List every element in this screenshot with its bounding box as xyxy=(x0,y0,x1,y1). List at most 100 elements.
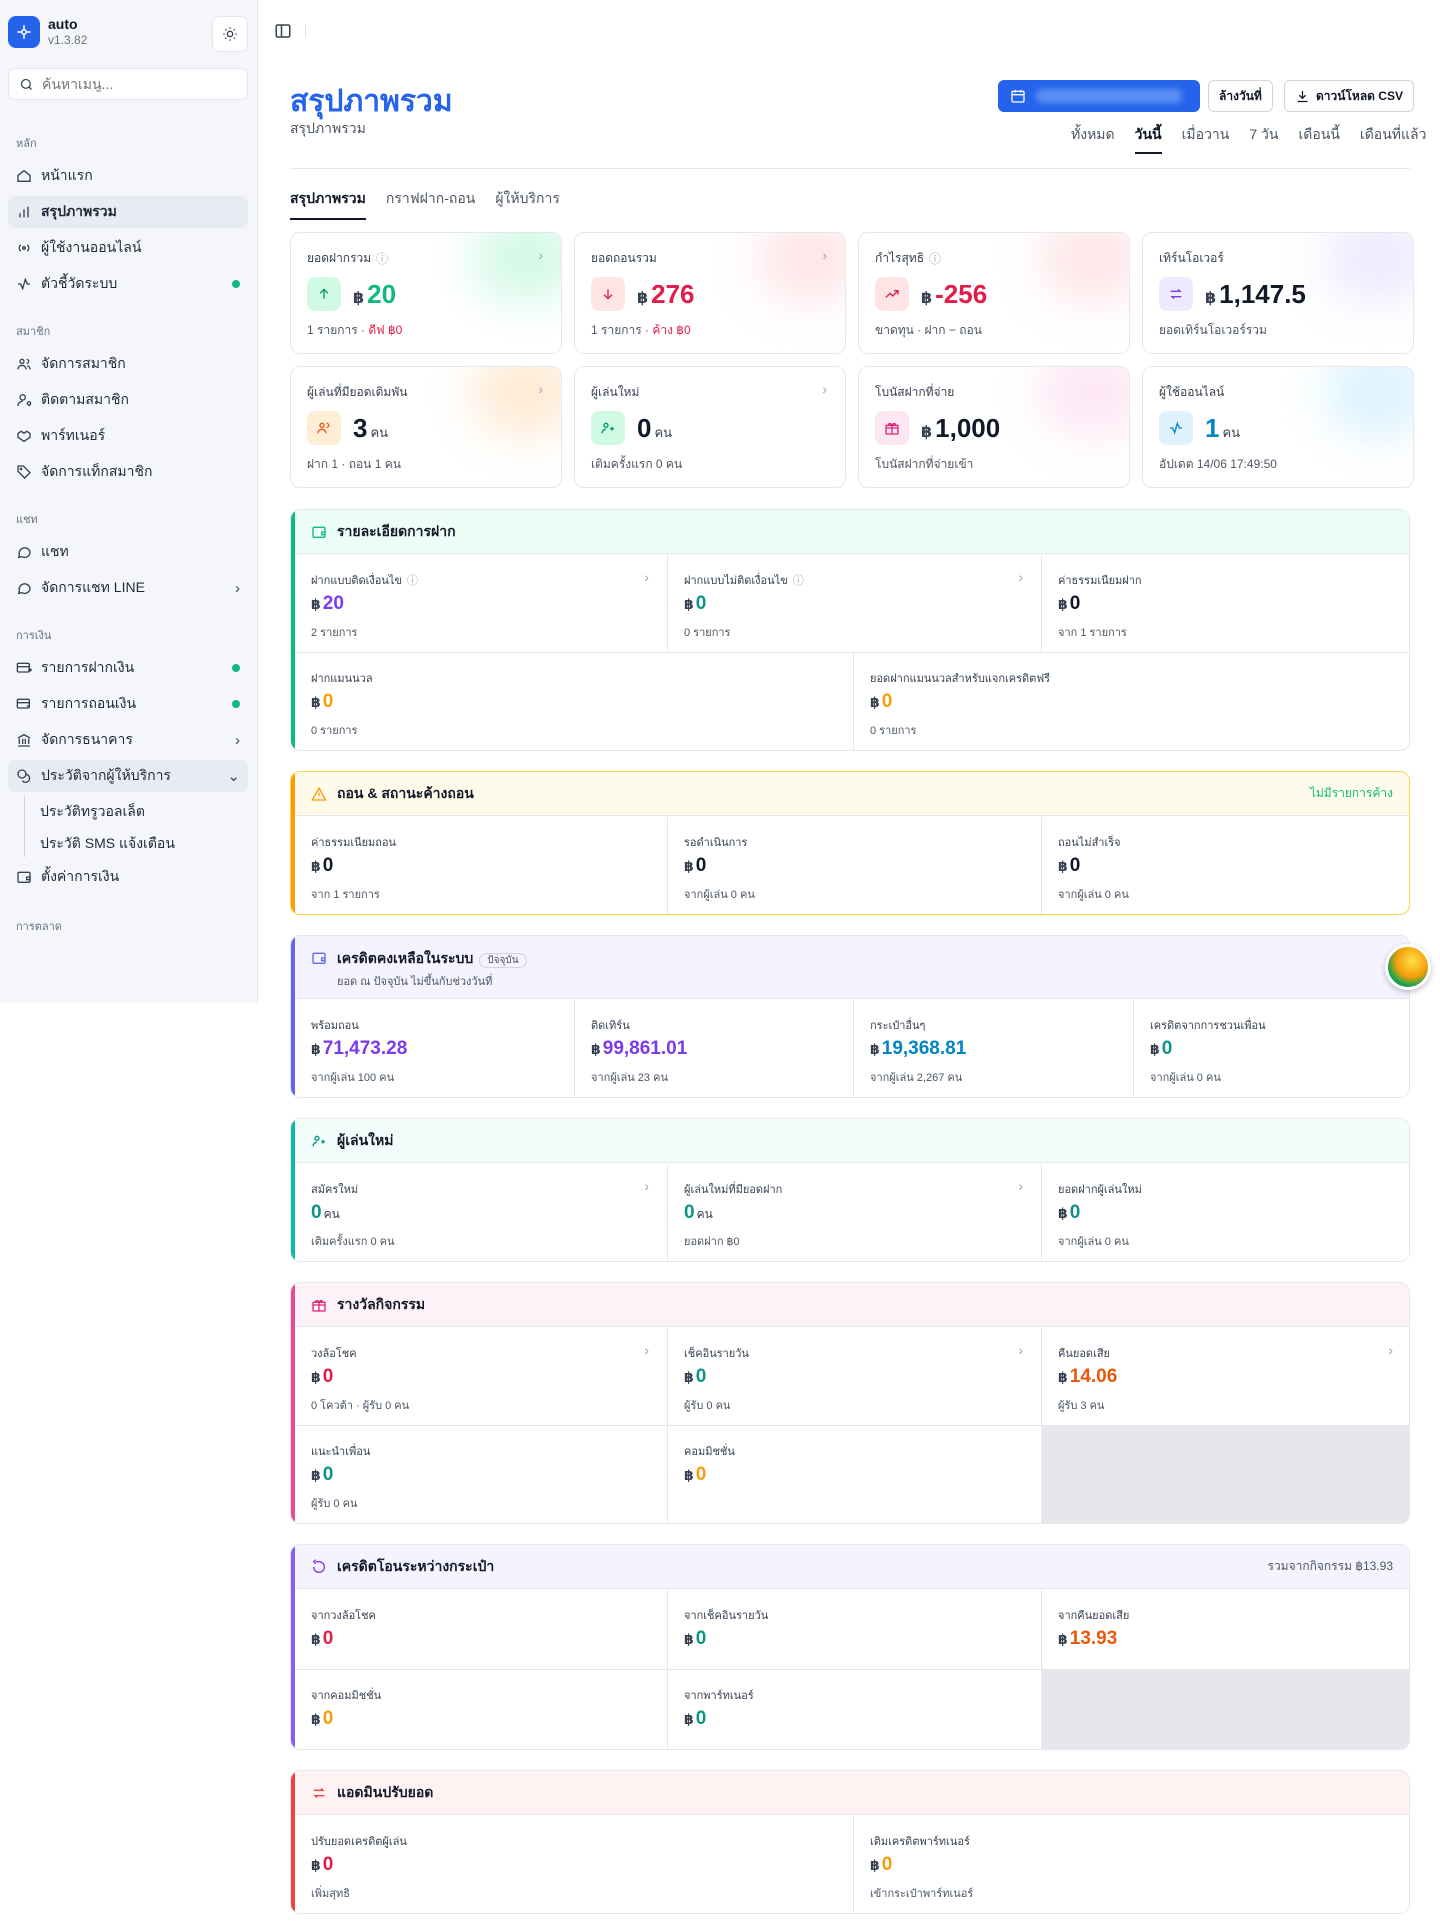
cell-new-with-deposit[interactable]: ผู้เล่นใหม่ที่มียอดฝาก › 0 คน ยอดฝาก ฿0 xyxy=(668,1164,1042,1261)
bar-chart-icon xyxy=(16,204,32,220)
toolbar-divider xyxy=(305,24,306,38)
sidebar-item-chat[interactable]: แชท xyxy=(8,536,248,568)
cell-value: ฿ 0 xyxy=(311,1708,334,1729)
status-badge: ไม่มีรายการค้าง xyxy=(1309,786,1393,800)
menu-search-input[interactable] xyxy=(42,76,232,92)
sidebar-toggle-button[interactable] xyxy=(274,22,292,45)
cell-value: ฿ 0 xyxy=(311,855,334,876)
tab-providers[interactable]: ผู้ให้บริการ xyxy=(495,190,560,206)
sidebar-item-home[interactable]: หน้าแรก xyxy=(8,160,248,192)
sidebar-item-withdrawals[interactable]: รายการถอนเงิน xyxy=(8,688,248,720)
card-out-icon xyxy=(16,696,32,712)
sidebar-item-deposits[interactable]: รายการฝากเงิน xyxy=(8,652,248,684)
cell-deposit-free[interactable]: ฝากแบบไม่ติดเงื่อนไข ⓘ › ฿ 0 0 รายการ xyxy=(668,555,1042,653)
sidebar-item-track[interactable]: ติดตามสมาชิก xyxy=(8,384,248,416)
cell-withdraw-failed: ถอนไม่สำเร็จ ฿ 0 จากผู้เล่น 0 คน xyxy=(1042,817,1409,914)
section-title: เครดิตคงเหลือในระบบ xyxy=(337,950,474,966)
cell-reward-checkin[interactable]: เช็คอินรายวัน › ฿ 0 ผู้รับ 0 คน xyxy=(668,1328,1042,1426)
cell-label: คืนยอดเสีย xyxy=(1058,1348,1110,1360)
clear-date-button[interactable]: ล้างวันที่ xyxy=(1208,80,1273,112)
cell-reward-wheel[interactable]: วงล้อโชค › ฿ 0 0 โควต้า · ผู้รับ 0 คน xyxy=(295,1328,668,1426)
kpi-new-players[interactable]: ผู้เล่นใหม่ › 0 คน เติมครั้งแรก 0 คน xyxy=(574,366,846,488)
cell-credit-ready: พร้อมถอน ฿ 71,473.28 จากผู้เล่น 100 คน xyxy=(295,1000,575,1097)
kpi-label: โบนัสฝากที่จ่าย xyxy=(875,385,955,399)
kpi-value: ฿ 20 xyxy=(353,279,397,309)
cell-value: ฿ 0 xyxy=(1058,593,1081,614)
chevron-down-icon: ⌄ xyxy=(227,768,240,785)
section-title: ผู้เล่นใหม่ xyxy=(337,1131,394,1148)
sidebar-item-tags[interactable]: จัดการแท็กสมาชิก xyxy=(8,456,248,488)
kpi-value: 0 คน xyxy=(637,413,673,443)
user-plus-icon xyxy=(591,411,625,445)
cell-reward-cashback[interactable]: คืนยอดเสีย › ฿ 14.06 ผู้รับ 3 คน xyxy=(1042,1328,1409,1426)
cell-deposit-auto[interactable]: ฝากแบบติดเงื่อนไข ⓘ › ฿ 20 2 รายการ xyxy=(295,555,668,653)
sidebar-subitem-sms-history[interactable]: ประวัติ SMS แจ้งเตือน xyxy=(40,835,175,851)
accent-bar xyxy=(291,772,295,914)
range-tab-yesterday[interactable]: เมื่อวาน xyxy=(1181,126,1230,142)
card-glow xyxy=(1323,367,1413,437)
chevron-right-icon: › xyxy=(1018,569,1023,585)
section-header: เครดิตโอนระหว่างกระเป๋า รวมจากกิจกรรม ฿1… xyxy=(295,1545,1409,1589)
floating-assistant-button[interactable] xyxy=(1385,944,1431,990)
range-tab-all[interactable]: ทั้งหมด xyxy=(1071,126,1115,142)
menu-search[interactable] xyxy=(8,68,248,100)
info-icon: ⓘ xyxy=(376,252,389,266)
range-tab-7days[interactable]: 7 วัน xyxy=(1249,126,1279,142)
gift-icon xyxy=(875,411,909,445)
sidebar-item-line[interactable]: จัดการแชท LINE › xyxy=(8,572,248,604)
brand[interactable]: auto v1.3.82 xyxy=(8,16,87,48)
range-tab-this-month[interactable]: เดือนนี้ xyxy=(1298,126,1340,142)
cell-value: ฿ 14.06 xyxy=(1058,1366,1118,1387)
card-glow xyxy=(755,233,845,303)
user-plus-icon xyxy=(312,1135,325,1146)
section-header: รายละเอียดการฝาก xyxy=(295,510,1409,554)
kpi-value: ฿ -256 xyxy=(921,279,988,309)
kpi-label: เทิร์นโอเวอร์ xyxy=(1159,251,1224,265)
sidebar-subitem-wallet-history[interactable]: ประวัติทรูวอลเล็ต xyxy=(40,803,145,819)
cell-new-signup[interactable]: สมัครใหม่ › 0 คน เติมครั้งแรก 0 คน xyxy=(295,1164,668,1261)
tab-overview[interactable]: สรุปภาพรวม xyxy=(290,188,366,220)
kpi-withdraw[interactable]: ยอดถอนรวม › ฿ 276 1 รายการ · ค้าง ฿0 xyxy=(574,232,846,354)
date-range-picker[interactable] xyxy=(998,80,1200,112)
search-icon xyxy=(20,78,32,90)
section-withdraw-status: ถอน & สถานะค้างถอน ไม่มีรายการค้าง ค่าธร… xyxy=(290,771,1410,915)
cell-label: รอดำเนินการ xyxy=(684,837,748,849)
cell-sub: จาก 1 รายการ xyxy=(1058,627,1127,639)
sidebar-item-members[interactable]: จัดการสมาชิก xyxy=(8,348,248,380)
chevron-right-icon: › xyxy=(822,381,827,397)
range-tab-last-month[interactable]: เดือนที่แล้ว xyxy=(1359,126,1427,142)
card-glow xyxy=(1039,233,1129,303)
sidebar-item-label: จัดการสมาชิก xyxy=(41,355,126,371)
cell-label: ฝากแมนนวล xyxy=(311,673,373,685)
cell-value: ฿ 0 xyxy=(684,1628,707,1649)
sidebar-item-label: แชท xyxy=(41,543,69,559)
sidebar-item-banks[interactable]: จัดการธนาคาร › xyxy=(8,724,248,756)
sidebar-item-metrics[interactable]: ตัวชี้วัดระบบ xyxy=(8,268,248,300)
cell-admin-partner-topup: เติมเครดิตพาร์ทเนอร์ ฿ 0 เข้ากระเป๋าพาร์ท… xyxy=(854,1816,1409,1913)
kpi-foot: เติมครั้งแรก 0 คน xyxy=(591,457,683,471)
cell-label: ถอนไม่สำเร็จ xyxy=(1058,837,1121,849)
chevron-right-icon: › xyxy=(1018,1342,1023,1358)
sidebar-item-provider-history[interactable]: ประวัติจากผู้ให้บริการ ⌄ xyxy=(8,760,248,792)
cell-value: ฿ 20 xyxy=(311,593,344,614)
sidebar-item-partner[interactable]: พาร์ทเนอร์ xyxy=(8,420,248,452)
kpi-bettors[interactable]: ผู้เล่นที่มียอดเดิมพัน › 3 คน ฝาก 1 · ถอน… xyxy=(290,366,562,488)
sidebar-item-overview[interactable]: สรุปภาพรวม xyxy=(8,196,248,228)
range-tab-today[interactable]: วันนี้ xyxy=(1134,124,1162,154)
sidebar-item-online[interactable]: ผู้ใช้งานออนไลน์ xyxy=(8,232,248,264)
sidebar-item-finance-settings[interactable]: ตั้งค่าการเงิน xyxy=(8,861,248,893)
section-main: หลัก xyxy=(16,138,37,150)
app-version: v1.3.82 xyxy=(48,33,88,47)
section-subtitle: ยอด ณ ปัจจุบัน ไม่ขึ้นกับช่วงวันที่ xyxy=(337,976,493,988)
theme-toggle-button[interactable] xyxy=(212,16,248,52)
kpi-deposit[interactable]: ยอดฝากรวม ⓘ › ฿ 20 1 รายการ · ดีฟ ฿0 xyxy=(290,232,562,354)
chat-bubble-icon xyxy=(16,544,32,560)
download-csv-button[interactable]: ดาวน์โหลด CSV xyxy=(1284,80,1414,112)
cell-sub: จากผู้เล่น 0 คน xyxy=(1058,889,1129,901)
section-new-players: ผู้เล่นใหม่ สมัครใหม่ › 0 คน เติมครั้งแรก… xyxy=(290,1118,1410,1262)
cell-new-deposit-total: ยอดฝากผู้เล่นใหม่ ฿ 0 จากผู้เล่น 0 คน xyxy=(1042,1164,1409,1261)
cell-sub: จากผู้เล่น 0 คน xyxy=(1150,1072,1221,1084)
arrow-down-icon xyxy=(591,277,625,311)
card-glow xyxy=(1039,367,1129,437)
tab-chart[interactable]: กราฟฝาก-ถอน xyxy=(385,190,476,206)
